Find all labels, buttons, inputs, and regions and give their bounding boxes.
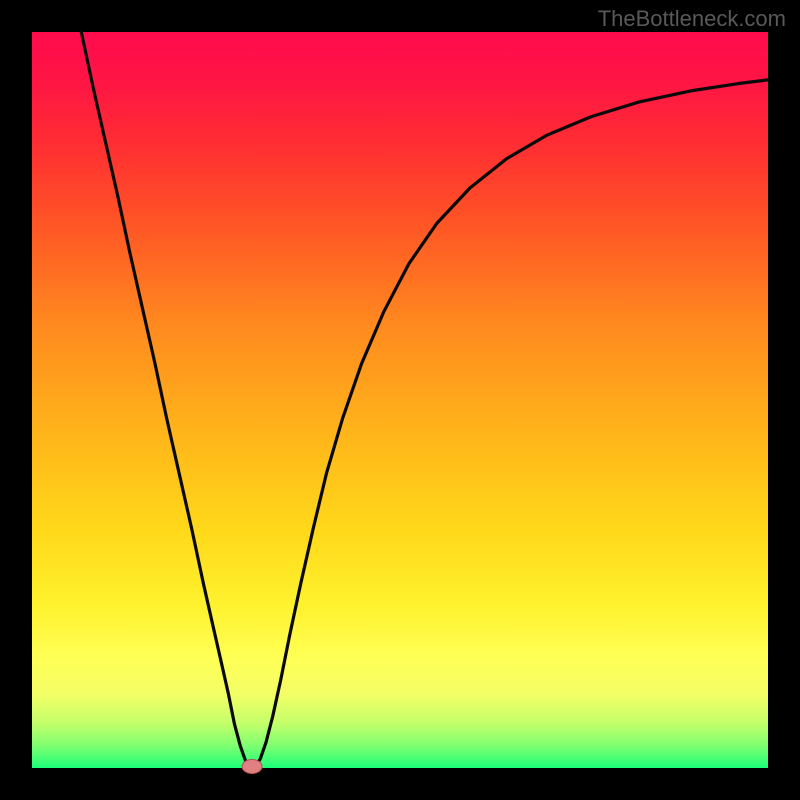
plot-area	[32, 32, 768, 768]
watermark-text: TheBottleneck.com	[598, 6, 786, 32]
optimal-point-marker	[242, 760, 262, 774]
